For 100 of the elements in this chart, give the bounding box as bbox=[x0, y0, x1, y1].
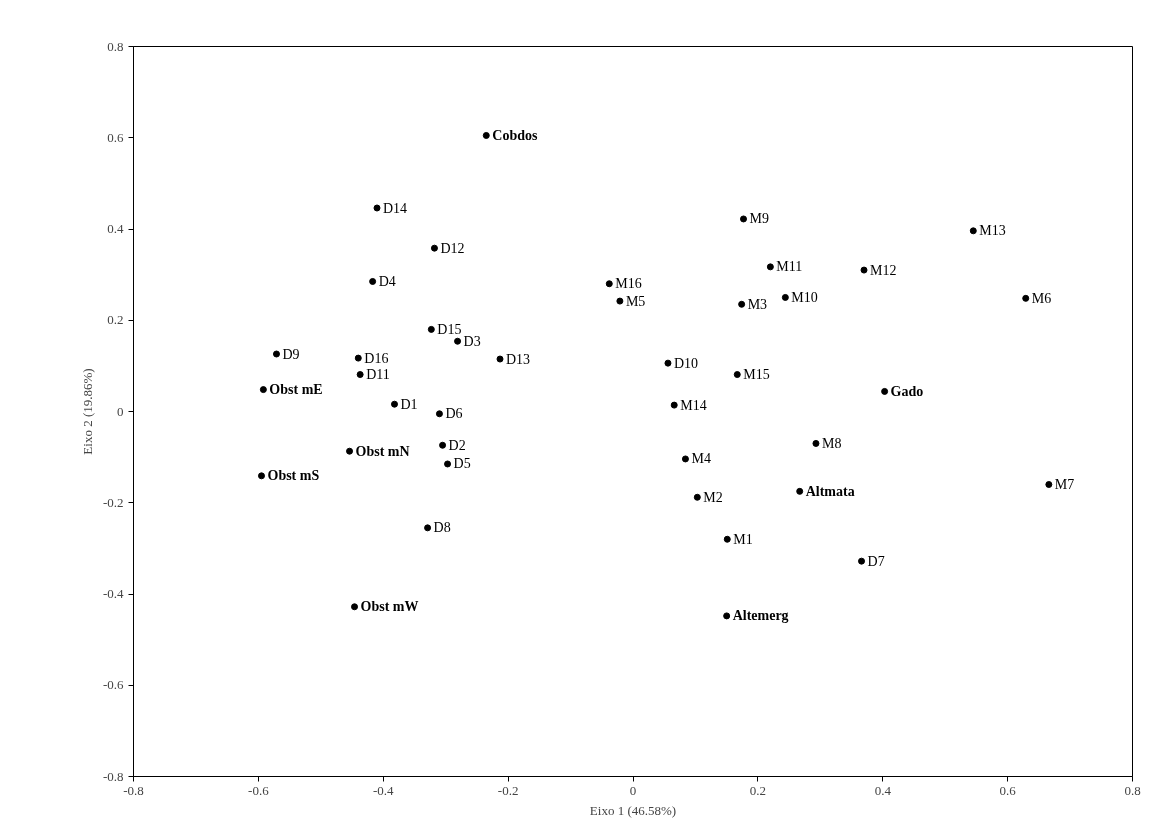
data-label: M5 bbox=[625, 293, 646, 309]
point bbox=[496, 355, 504, 363]
point bbox=[670, 401, 678, 409]
point bbox=[766, 263, 774, 271]
data-label: M1 bbox=[733, 531, 753, 547]
y-tick-label: 0.6 bbox=[107, 129, 124, 145]
data-label: M2 bbox=[703, 489, 723, 505]
point bbox=[369, 277, 377, 285]
point bbox=[373, 204, 381, 212]
x-tick-label: -0.4 bbox=[372, 782, 395, 798]
x-tick-label: -0.8 bbox=[123, 782, 144, 798]
point bbox=[259, 386, 267, 394]
point bbox=[664, 359, 672, 367]
point bbox=[733, 371, 741, 379]
data-label: D12 bbox=[440, 240, 465, 256]
data-label: Gado bbox=[890, 383, 924, 399]
point bbox=[435, 410, 443, 418]
data-label: M6 bbox=[1031, 290, 1052, 306]
data-label: Obst mS bbox=[267, 468, 320, 484]
point bbox=[258, 472, 265, 480]
data-label: M4 bbox=[691, 451, 711, 467]
point bbox=[351, 603, 359, 611]
point bbox=[439, 441, 447, 449]
x-tick-label: -0.6 bbox=[248, 782, 270, 798]
data-label: D1 bbox=[400, 396, 418, 412]
data-label: D13 bbox=[506, 351, 531, 367]
y-tick-label: -0.6 bbox=[102, 677, 124, 693]
x-axis-title: Eixo 1 (46.58%) bbox=[589, 802, 677, 818]
x-tick-label: 0.2 bbox=[749, 782, 766, 798]
point bbox=[681, 455, 689, 463]
data-label: Obst mN bbox=[355, 443, 410, 459]
data-label: D5 bbox=[453, 456, 471, 472]
data-label: D11 bbox=[366, 367, 390, 383]
data-label: D2 bbox=[448, 437, 466, 453]
point bbox=[616, 297, 624, 305]
data-label: M9 bbox=[749, 211, 769, 227]
y-tick-label: -0.8 bbox=[102, 768, 124, 784]
data-label: M12 bbox=[870, 262, 897, 278]
x-tick-label: 0.4 bbox=[874, 782, 892, 798]
data-label: Altmata bbox=[805, 483, 855, 499]
point bbox=[430, 244, 438, 252]
point bbox=[860, 266, 868, 274]
y-tick-label: 0.4 bbox=[107, 221, 124, 236]
y-tick-label: -0.4 bbox=[102, 586, 124, 601]
point bbox=[424, 524, 432, 532]
y-tick-label: 0.8 bbox=[107, 38, 124, 54]
data-label: D15 bbox=[437, 321, 462, 337]
point bbox=[390, 400, 398, 408]
point bbox=[427, 325, 435, 333]
point bbox=[693, 493, 701, 501]
y-tick-label: 0 bbox=[117, 403, 124, 419]
data-label: M14 bbox=[680, 397, 707, 413]
point bbox=[482, 131, 490, 139]
point bbox=[444, 460, 452, 468]
y-axis-title: Eixo 2 (19.86%) bbox=[79, 368, 95, 455]
data-label: Obst mE bbox=[269, 382, 323, 398]
x-tick-label: 0 bbox=[629, 782, 637, 798]
data-label: D14 bbox=[383, 200, 408, 216]
point bbox=[796, 487, 804, 495]
point bbox=[1045, 481, 1053, 488]
point bbox=[354, 354, 362, 362]
data-label: D7 bbox=[867, 553, 885, 569]
x-tick-label: 0.6 bbox=[999, 782, 1017, 798]
point bbox=[454, 337, 462, 345]
data-label: D16 bbox=[364, 350, 389, 366]
data-label: Altemerg bbox=[732, 608, 789, 624]
point bbox=[812, 439, 820, 447]
data-label: M11 bbox=[776, 259, 803, 275]
data-label: Cobdos bbox=[492, 127, 538, 143]
point bbox=[723, 612, 731, 620]
data-label: D3 bbox=[463, 333, 481, 349]
data-label: M3 bbox=[747, 296, 768, 312]
point bbox=[605, 280, 613, 288]
data-label: M10 bbox=[791, 289, 818, 305]
point bbox=[881, 387, 889, 395]
data-label: D6 bbox=[445, 406, 463, 422]
data-label: D9 bbox=[282, 346, 300, 362]
point bbox=[723, 535, 731, 543]
x-tick-label: -0.2 bbox=[497, 782, 519, 798]
data-label: M13 bbox=[979, 223, 1006, 239]
y-tick-label: 0.2 bbox=[107, 312, 124, 328]
data-label: Obst mW bbox=[360, 599, 419, 615]
point bbox=[738, 300, 746, 308]
x-tick-label: 0.8 bbox=[1124, 782, 1141, 798]
point bbox=[356, 371, 364, 379]
data-label: M15 bbox=[743, 367, 770, 383]
data-label: D4 bbox=[378, 273, 396, 289]
data-label: D8 bbox=[433, 520, 451, 536]
point bbox=[272, 350, 280, 358]
point bbox=[781, 293, 789, 301]
data-label: D10 bbox=[673, 355, 699, 371]
point bbox=[740, 215, 748, 223]
point bbox=[1022, 294, 1030, 302]
data-label: M16 bbox=[615, 276, 642, 292]
data-label: M8 bbox=[821, 435, 842, 451]
data-label: M7 bbox=[1054, 477, 1075, 492]
point bbox=[858, 557, 866, 565]
point bbox=[969, 227, 977, 235]
point bbox=[346, 447, 354, 455]
y-tick-label: -0.2 bbox=[102, 494, 124, 510]
